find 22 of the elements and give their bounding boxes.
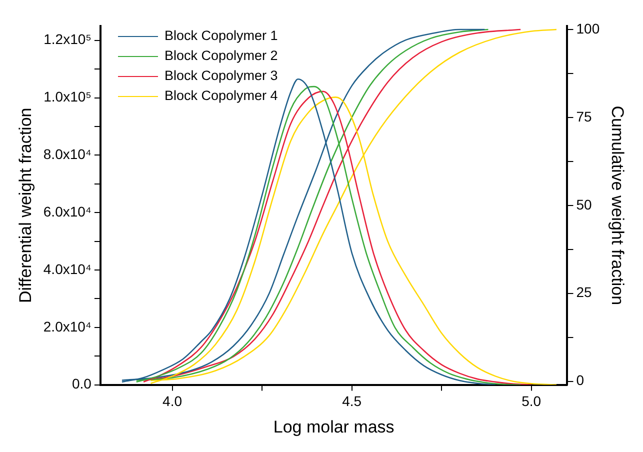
x-tick-label: 5.0 [522,393,542,410]
y2-tick-label: 100 [576,20,600,36]
y-tick-label: 0.0 [72,376,92,392]
y-tick-label: 1.2x10⁵ [44,31,92,48]
x-tick-label: 4.0 [162,393,182,410]
legend-label: Block Copolymer 4 [164,87,278,105]
legend-label: Block Copolymer 3 [164,67,278,85]
y-tick-label: 4.0x10⁴ [43,260,92,277]
legend-label: Block Copolymer 2 [164,47,278,65]
y-tick-label: 1.0x10⁵ [44,88,92,105]
x-axis-title: Log molar mass [273,417,394,436]
y2-axis-title: Cumulative weight fraction [608,106,628,306]
x-tick-label: 4.5 [342,393,362,410]
y-axis-title: Differential weight fraction [16,108,35,304]
y-tick-label: 2.0x10⁴ [43,318,92,334]
y2-tick-label: 75 [576,108,592,124]
y2-tick-label: 0 [576,372,584,388]
y2-tick-label: 50 [576,196,592,212]
y-tick-label: 8.0x10⁴ [43,146,92,162]
legend-label: Block Copolymer 1 [164,27,278,45]
y-tick-label: 6.0x10⁴ [43,203,92,220]
y2-tick-label: 25 [576,284,592,300]
